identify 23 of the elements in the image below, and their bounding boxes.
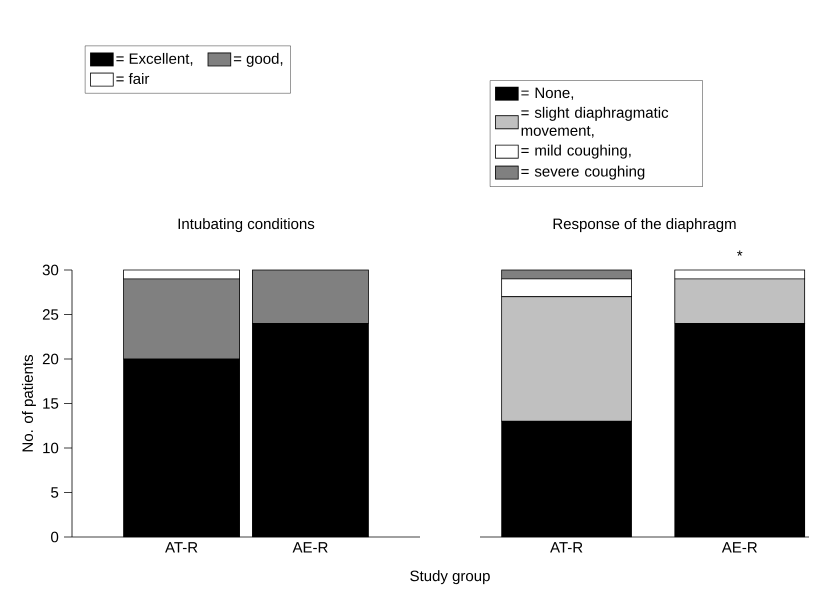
legend-label: = severe coughing bbox=[521, 166, 644, 180]
y-tick-label: 25 bbox=[42, 309, 58, 320]
legend-label: = None, bbox=[521, 88, 574, 100]
x-tick-label: AT-R bbox=[550, 542, 582, 553]
y-tick-label: 10 bbox=[43, 442, 58, 454]
x-tick-label: AE-R bbox=[722, 542, 757, 553]
y-tick-label: 5 bbox=[51, 487, 58, 498]
x-tick-label: AE-R bbox=[292, 542, 328, 553]
legend-label: = good, bbox=[234, 52, 282, 67]
legend-label: = Excellent, bbox=[116, 52, 192, 66]
annotation: * bbox=[737, 250, 742, 256]
y-tick-label: 0 bbox=[51, 532, 58, 542]
x-tick-label: AT-R bbox=[165, 542, 198, 553]
y-axis-title: No. of patients bbox=[22, 354, 36, 452]
x-axis-title: Study group bbox=[410, 570, 490, 584]
legend-label: = mild coughing, bbox=[521, 144, 631, 159]
legend-label: = fair bbox=[116, 73, 150, 84]
legend-label: = slight diaphragmatic movement, bbox=[521, 106, 668, 138]
chart-title: Intubating conditions bbox=[178, 218, 314, 232]
y-tick-label: 15 bbox=[43, 398, 58, 409]
chart-title: Response of the diaphragm bbox=[554, 218, 736, 232]
y-tick-label: 20 bbox=[42, 354, 58, 364]
y-tick-label: 30 bbox=[42, 264, 58, 276]
